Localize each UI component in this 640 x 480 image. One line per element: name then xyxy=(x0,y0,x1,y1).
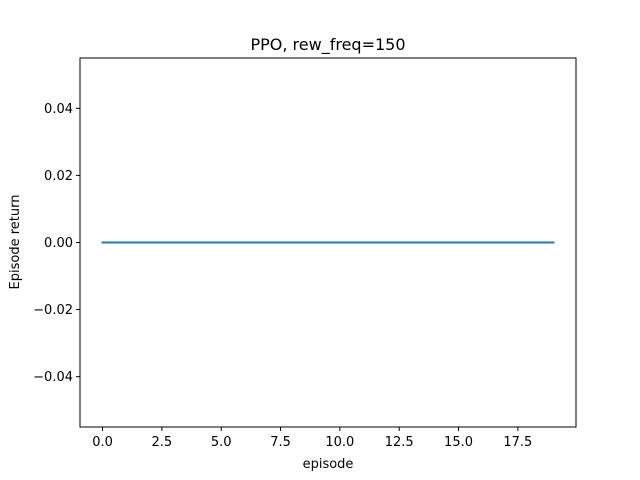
y-tick-label: −0.04 xyxy=(33,370,73,385)
y-tick-label: 0.04 xyxy=(44,102,73,117)
axes-frame xyxy=(79,57,577,428)
y-axis-ticks: −0.04 −0.02 0.00 0.02 0.04 xyxy=(33,102,80,385)
y-tick-label: 0.00 xyxy=(44,236,73,251)
x-tick-label: 0.0 xyxy=(92,435,113,450)
x-tick-label: 2.5 xyxy=(152,435,173,450)
x-axis-ticks: 0.0 2.5 5.0 7.5 10.0 12.5 15.0 17.5 xyxy=(92,427,532,450)
x-tick-label: 7.5 xyxy=(270,435,291,450)
x-tick-label: 12.5 xyxy=(385,435,414,450)
x-axis-label: episode xyxy=(303,457,354,472)
x-tick-label: 10.0 xyxy=(325,435,354,450)
y-axis-label: Episode return xyxy=(8,195,23,290)
chart-title: PPO, rew_freq=150 xyxy=(250,35,405,55)
y-tick-label: −0.02 xyxy=(33,303,73,318)
x-tick-label: 17.5 xyxy=(503,435,532,450)
y-tick-label: 0.02 xyxy=(44,169,73,184)
x-tick-label: 15.0 xyxy=(444,435,473,450)
x-tick-label: 5.0 xyxy=(211,435,232,450)
